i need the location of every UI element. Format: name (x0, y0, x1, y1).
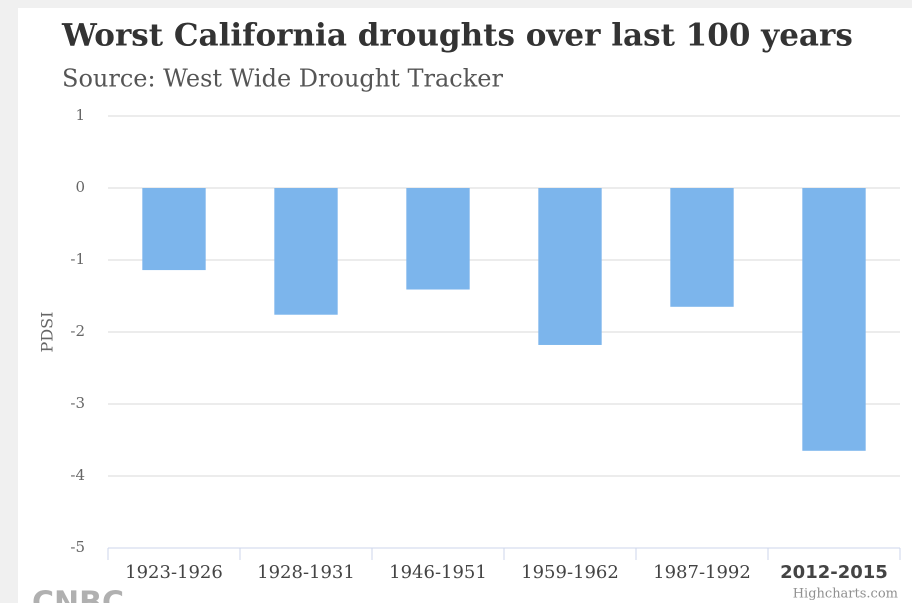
bar (538, 188, 602, 345)
bar (142, 188, 206, 271)
y-tick-label: -1 (70, 250, 85, 268)
x-tick-label: 1959-1962 (521, 562, 619, 583)
credits: Highcharts.com (793, 587, 898, 602)
bar (802, 188, 866, 451)
y-tick-label: 1 (75, 106, 85, 124)
bar (670, 188, 734, 307)
y-tick-label: 0 (75, 178, 85, 196)
y-tick-label: -2 (70, 322, 85, 340)
logo: CNBC (32, 586, 124, 603)
y-tick-label: -5 (70, 538, 85, 556)
bar (406, 188, 470, 290)
chart-subtitle: Source: West Wide Drought Tracker (62, 65, 503, 93)
x-tick-label: 1923-1926 (125, 562, 223, 583)
x-tick-label: 2012-2015 (780, 562, 888, 583)
y-tick-label: -4 (70, 466, 85, 484)
y-axis-label: PDSI (38, 312, 57, 353)
x-tick-label: 1928-1931 (257, 562, 355, 583)
x-tick-label: 1946-1951 (389, 562, 487, 583)
y-tick-label: -3 (70, 394, 85, 412)
x-tick-label: 1987-1992 (653, 562, 751, 583)
bar (274, 188, 338, 315)
chart-background (18, 8, 912, 603)
chart-title: Worst California droughts over last 100 … (61, 18, 853, 54)
